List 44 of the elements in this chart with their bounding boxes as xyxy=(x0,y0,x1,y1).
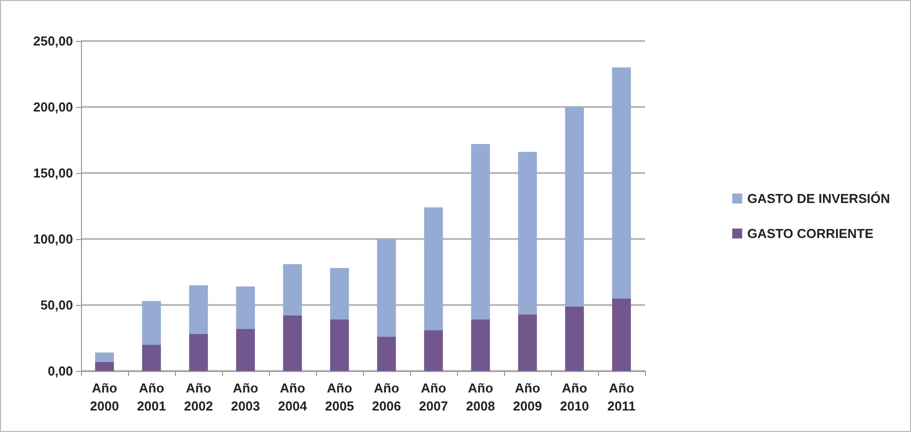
bar xyxy=(236,328,255,371)
bar xyxy=(283,316,302,371)
bar xyxy=(236,286,255,329)
y-tick-label: 100,00 xyxy=(33,232,73,246)
bar xyxy=(612,67,631,298)
bar xyxy=(565,306,584,371)
y-tick-label: 0,00 xyxy=(48,364,73,378)
legend-label: GASTO CORRIENTE xyxy=(747,226,874,241)
x-tick-label: Año 2000 xyxy=(90,380,119,414)
x-tick-label: Año 2002 xyxy=(184,380,213,414)
bar xyxy=(612,298,631,371)
bar xyxy=(565,107,584,306)
y-tick-label: 250,00 xyxy=(33,34,73,48)
bar xyxy=(142,344,161,371)
bar xyxy=(142,301,161,345)
bar xyxy=(330,320,349,371)
bar xyxy=(189,334,208,371)
bar xyxy=(424,330,443,371)
x-tick-label: Año 2005 xyxy=(325,380,354,414)
x-tick-label: Año 2003 xyxy=(231,380,260,414)
bar xyxy=(518,152,537,314)
x-tick-label: Año 2001 xyxy=(137,380,166,414)
bar xyxy=(95,352,114,362)
bar xyxy=(95,362,114,371)
y-tick-label: 150,00 xyxy=(33,166,73,180)
x-tick-label: Año 2006 xyxy=(372,380,401,414)
bar xyxy=(471,144,490,320)
x-tick-label: Año 2008 xyxy=(466,380,495,414)
x-tick-label: Año 2007 xyxy=(419,380,448,414)
bar xyxy=(377,239,396,337)
bar xyxy=(377,336,396,371)
bar xyxy=(471,320,490,371)
bar xyxy=(518,314,537,371)
x-tick-label: Año 2004 xyxy=(278,380,308,414)
y-tick-label: 50,00 xyxy=(40,298,73,312)
y-tick-label: 200,00 xyxy=(33,100,73,114)
x-tick-label: Año 2011 xyxy=(607,380,636,414)
bar xyxy=(189,285,208,334)
bar xyxy=(424,207,443,330)
bar xyxy=(283,264,302,316)
x-tick-label: Año 2009 xyxy=(513,380,542,414)
legend-label: GASTO DE INVERSIÓN xyxy=(747,191,890,206)
x-tick-label: Año 2010 xyxy=(560,380,589,414)
bar xyxy=(330,268,349,320)
